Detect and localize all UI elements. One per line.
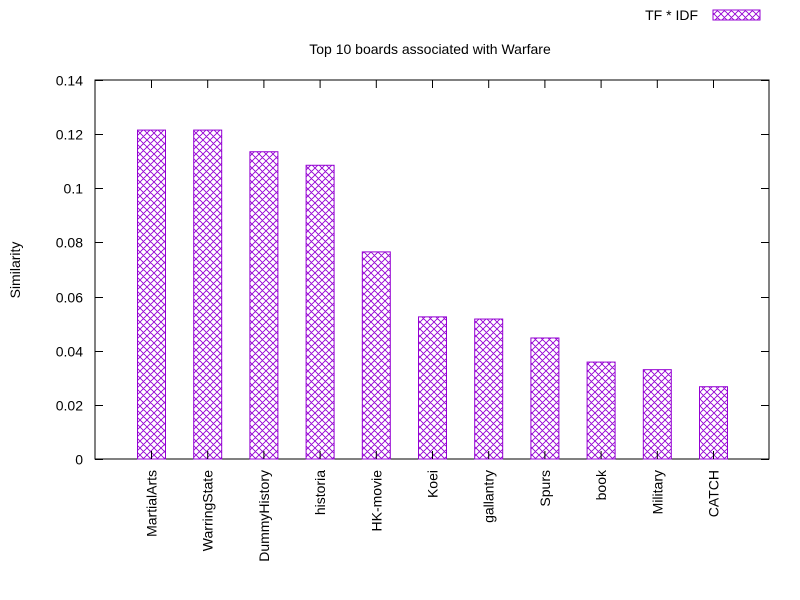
bar	[249, 151, 279, 460]
y-tick-label: 0.04	[56, 344, 83, 360]
x-tick-label: Military	[649, 470, 665, 514]
x-tick-label: MartialArts	[144, 470, 160, 537]
bar	[586, 361, 616, 460]
x-tick-label: gallantry	[481, 470, 497, 523]
bar	[305, 164, 335, 460]
bar	[699, 386, 728, 460]
y-tick-label: 0.02	[56, 398, 83, 414]
bar	[418, 316, 447, 460]
bar	[137, 129, 166, 460]
legend: TF * IDF	[645, 7, 761, 23]
x-tick-label: DummyHistory	[256, 470, 272, 562]
chart-title: Top 10 boards associated with Warfare	[309, 41, 551, 57]
x-tick-label: WarringState	[200, 470, 216, 551]
bar	[474, 318, 504, 460]
bar	[193, 129, 223, 460]
x-tick-label: book	[593, 469, 609, 500]
legend-label: TF * IDF	[645, 7, 698, 23]
x-tick-label: historia	[312, 470, 328, 515]
x-tick-label: Spurs	[537, 470, 553, 507]
y-tick-label: 0.06	[56, 290, 83, 306]
y-tick-label: 0.08	[56, 235, 83, 251]
x-tick-label: Koei	[425, 470, 441, 498]
bar	[642, 369, 672, 460]
x-tick-label: CATCH	[706, 470, 722, 517]
y-tick-label: 0.1	[64, 181, 84, 197]
bar	[361, 251, 391, 460]
y-axis-label: Similarity	[7, 242, 23, 299]
x-tick-label: HK-movie	[368, 470, 384, 532]
y-tick-label: 0.12	[56, 127, 83, 143]
legend-swatch	[712, 9, 761, 21]
y-tick-label: 0.14	[56, 73, 83, 89]
bar	[530, 337, 560, 460]
y-tick-label: 0	[75, 452, 83, 468]
plot-area: 0 0.02 0.04 0.06 0.08 0.1 0.12 0.14 MartialArts W…	[56, 73, 770, 562]
